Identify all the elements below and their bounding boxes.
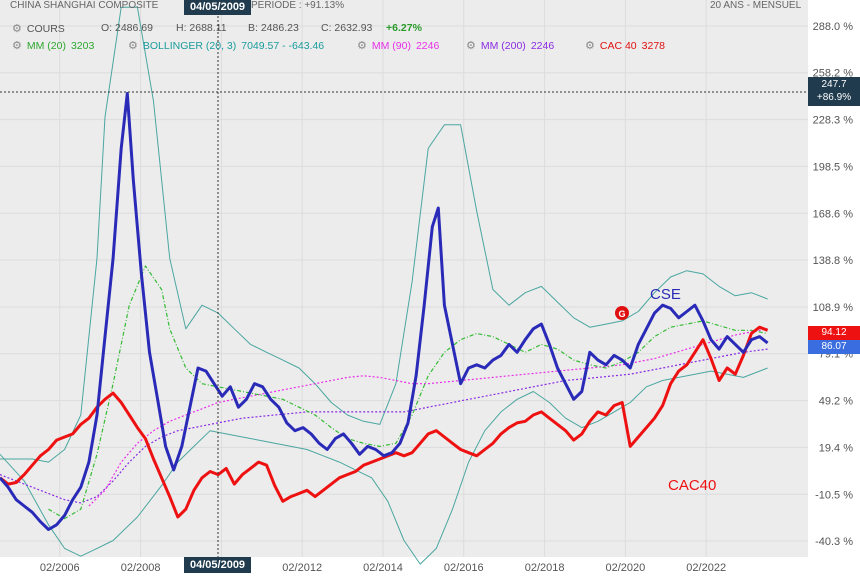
cours-high: H: 2688.11 — [176, 22, 227, 34]
series-layer — [0, 6, 769, 565]
cours-open: O: 2486.69 — [101, 22, 153, 34]
series-line-mm-90- — [88, 328, 768, 507]
series-line-bollinger-lower — [0, 367, 768, 565]
y-tick-label: 49.2 % — [819, 396, 853, 408]
mm90-label: MM (90) — [371, 39, 411, 52]
y-tick-label: -40.3 % — [815, 536, 853, 548]
periode-label: PERIODE : +91.13% — [251, 0, 345, 11]
crosshair-date-bottom: 04/05/2009 — [184, 557, 252, 573]
gear-icon[interactable]: ⚙ — [12, 40, 22, 52]
x-tick-label: 02/2016 — [444, 562, 484, 574]
cours-close: C: 2632.93 — [321, 22, 373, 34]
bollinger-value: 7049.57 - -643.46 — [241, 39, 325, 52]
x-tick-label: 02/2006 — [40, 562, 80, 574]
mm90-value: 2246 — [415, 39, 440, 52]
gear-icon[interactable]: ⚙ — [12, 23, 22, 35]
series-line-mm-200- — [0, 348, 768, 504]
y-tick-label: 168.6 % — [813, 208, 854, 220]
mm20-value: 3203 — [70, 39, 95, 52]
last-value-cse: 86.07 — [808, 340, 860, 354]
cours-low: B: 2486.23 — [248, 22, 299, 34]
event-marker-g — [615, 306, 629, 320]
legend-mm200[interactable]: ⚙ MM (200) 2246 — [466, 39, 555, 53]
x-tick-label: 02/2014 — [363, 562, 403, 574]
series-line-cse — [0, 92, 769, 531]
legend-mm20[interactable]: ⚙ MM (20) 3203 — [12, 39, 95, 53]
bollinger-label: BOLLINGER (20, 3) — [142, 39, 237, 52]
y-tick-label: 288.0 % — [813, 21, 854, 33]
y-tick-label: 198.5 % — [813, 161, 854, 173]
cours-legend[interactable]: ⚙ COURS — [12, 22, 65, 36]
range-label[interactable]: 20 ANS - MENSUEL — [710, 0, 802, 11]
gear-icon[interactable]: ⚙ — [128, 40, 138, 52]
y-tick-label: 108.9 % — [813, 302, 854, 314]
legend-mm90[interactable]: ⚙ MM (90) 2246 — [357, 39, 440, 53]
grid-lines — [0, 0, 808, 557]
y-tick-label: 258.2 % — [813, 68, 854, 80]
x-tick-label: 02/2008 — [121, 562, 161, 574]
x-tick-label: 02/2018 — [525, 562, 565, 574]
series-line-cac40 — [0, 325, 769, 519]
y-tick-label: 228.3 % — [813, 115, 854, 127]
cac40-value: 3278 — [641, 39, 665, 52]
x-tick-label: 02/2012 — [282, 562, 322, 574]
gear-icon[interactable]: ⚙ — [585, 40, 595, 52]
series-line-bollinger-upper — [0, 6, 768, 463]
x-tick-label: 02/2022 — [686, 562, 726, 574]
x-tick-label: 02/2020 — [606, 562, 646, 574]
crosshair-date-top: 04/05/2009 — [184, 0, 252, 15]
y-tick-label: 19.4 % — [819, 442, 853, 454]
crosshair-y-value: 247.7 — [821, 79, 847, 90]
y-axis-ticks: 288.0 % 258.2 % 228.3 % 198.5 % 168.6 % 138.8… — [813, 21, 854, 548]
x-axis-ticks: 02/200602/200802/201002/201202/201402/20… — [40, 562, 726, 574]
plot-area-background — [0, 0, 808, 557]
y-tick-label: 138.8 % — [813, 255, 854, 267]
crosshair-y-change: +86.9% — [816, 92, 852, 103]
cac40-label: CAC 40 — [599, 39, 637, 52]
gear-icon[interactable]: ⚙ — [357, 40, 367, 52]
cse-annotation: CSE — [650, 286, 681, 303]
mm200-label: MM (200) — [480, 39, 526, 52]
legend-cac40[interactable]: ⚙ CAC 40 3278 — [585, 39, 665, 53]
legend-bollinger[interactable]: ⚙ BOLLINGER (20, 3) 7049.57 - -643.46 — [128, 39, 325, 53]
cours-label: COURS — [26, 22, 65, 35]
y-tick-label: -10.5 % — [815, 489, 853, 501]
crosshair-y-label: 247.7 +86.9% — [808, 77, 860, 106]
mm200-value: 2246 — [530, 39, 555, 52]
mm20-label: MM (20) — [26, 39, 66, 52]
last-value-cac40: 94.12 — [808, 326, 860, 340]
cours-change: +6.27% — [386, 22, 422, 34]
cac40-annotation: CAC40 — [668, 477, 716, 494]
gear-icon[interactable]: ⚙ — [466, 40, 476, 52]
event-marker-label: G — [618, 309, 625, 319]
index-name: CHINA SHANGHAI COMPOSITE — [10, 0, 159, 11]
